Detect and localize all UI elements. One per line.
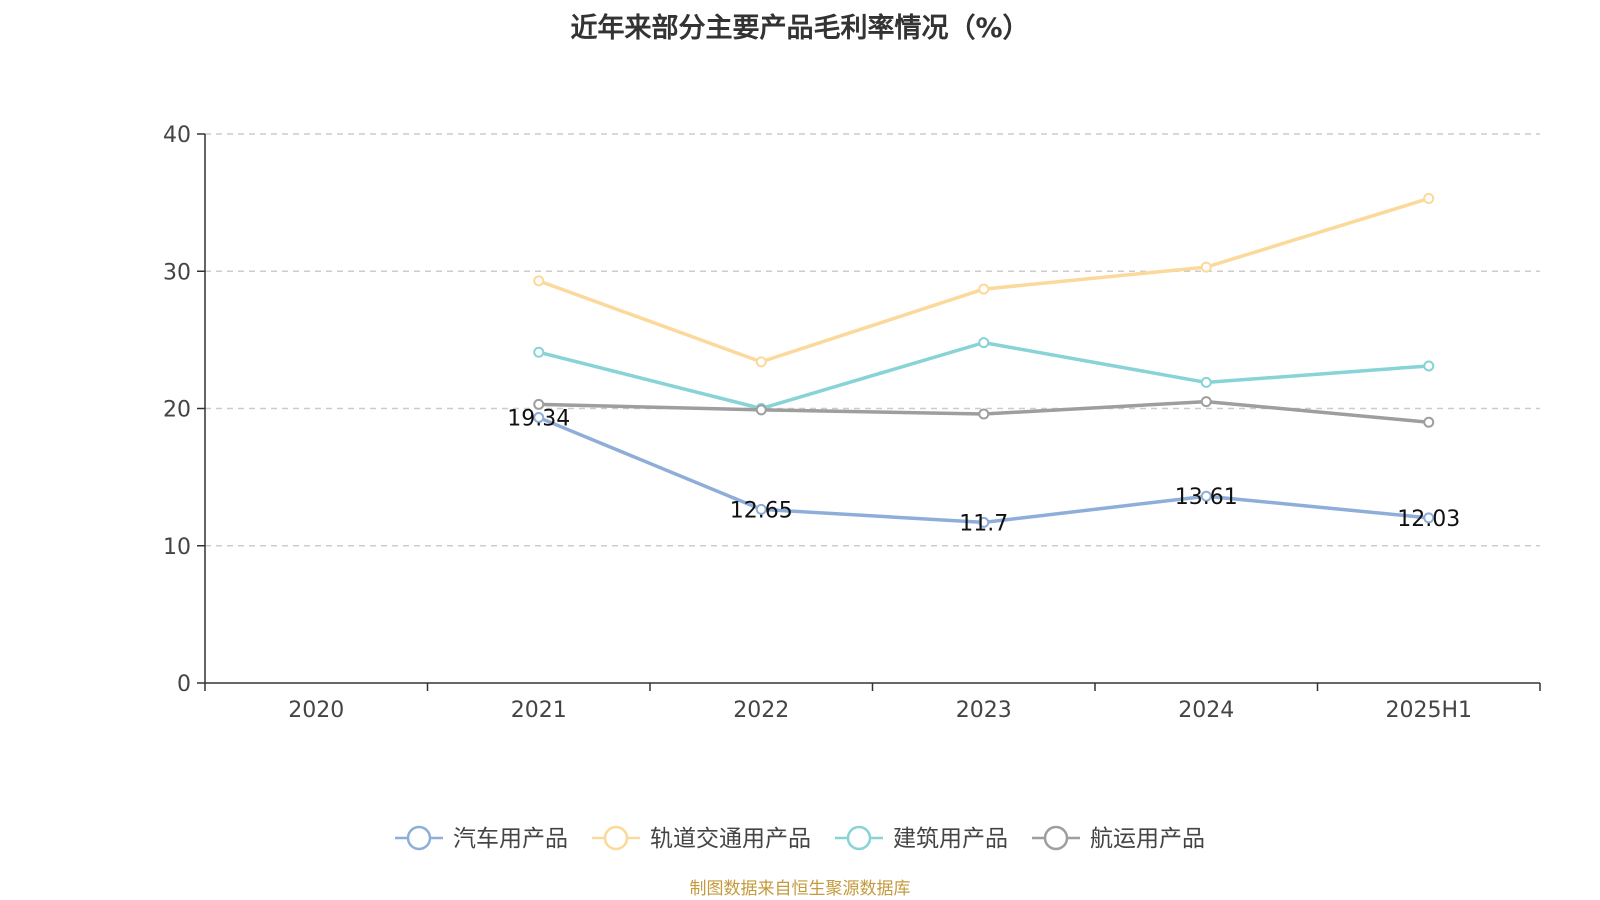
data-point	[1423, 360, 1435, 372]
data-point	[755, 404, 767, 416]
data-point	[1423, 416, 1435, 428]
y-tick-label: 20	[163, 398, 191, 423]
x-tick-label: 2025H1	[1385, 698, 1472, 723]
series-line	[537, 415, 1431, 525]
legend-label: 航运用产品	[1090, 826, 1205, 852]
y-tick-label: 40	[163, 123, 191, 148]
x-tick-label: 2021	[511, 698, 567, 723]
data-point	[1200, 490, 1212, 502]
y-tick-label: 30	[163, 260, 191, 285]
y-tick-label: 0	[177, 672, 191, 697]
series-line	[537, 340, 1431, 411]
data-label: 12.65	[730, 498, 793, 523]
legend-label: 汽车用产品	[453, 826, 568, 852]
data-label: 12.03	[1397, 507, 1460, 532]
data-point	[533, 275, 545, 287]
data-point	[1423, 193, 1435, 205]
data-label: 11.7	[959, 511, 1008, 536]
legend-marker	[1043, 825, 1069, 851]
data-point	[755, 503, 767, 515]
data-point	[978, 516, 990, 528]
y-tick-label: 10	[163, 535, 191, 560]
data-point	[1200, 396, 1212, 408]
data-point	[533, 346, 545, 358]
data-point	[533, 412, 545, 424]
chart-source: 制图数据来自恒生聚源数据库	[689, 879, 911, 899]
data-point	[1423, 512, 1435, 524]
chart-title: 近年来部分主要产品毛利率情况（%）	[570, 13, 1030, 44]
data-point	[755, 356, 767, 368]
legend-marker	[406, 825, 432, 851]
legend-label: 轨道交通用产品	[650, 826, 811, 852]
data-point	[1200, 376, 1212, 388]
x-tick-label: 2020	[288, 698, 344, 723]
data-label: 13.61	[1175, 485, 1238, 510]
legend-marker	[603, 825, 629, 851]
x-tick-label: 2024	[1178, 698, 1234, 723]
data-point	[978, 337, 990, 349]
x-tick-label: 2022	[733, 698, 789, 723]
data-point	[1200, 261, 1212, 273]
data-label: 19.34	[507, 407, 570, 432]
data-point	[978, 408, 990, 420]
legend-label: 建筑用产品	[893, 826, 1008, 852]
legend-marker	[846, 825, 872, 851]
data-point	[533, 398, 545, 410]
x-tick-label: 2023	[956, 698, 1012, 723]
data-point	[978, 283, 990, 295]
